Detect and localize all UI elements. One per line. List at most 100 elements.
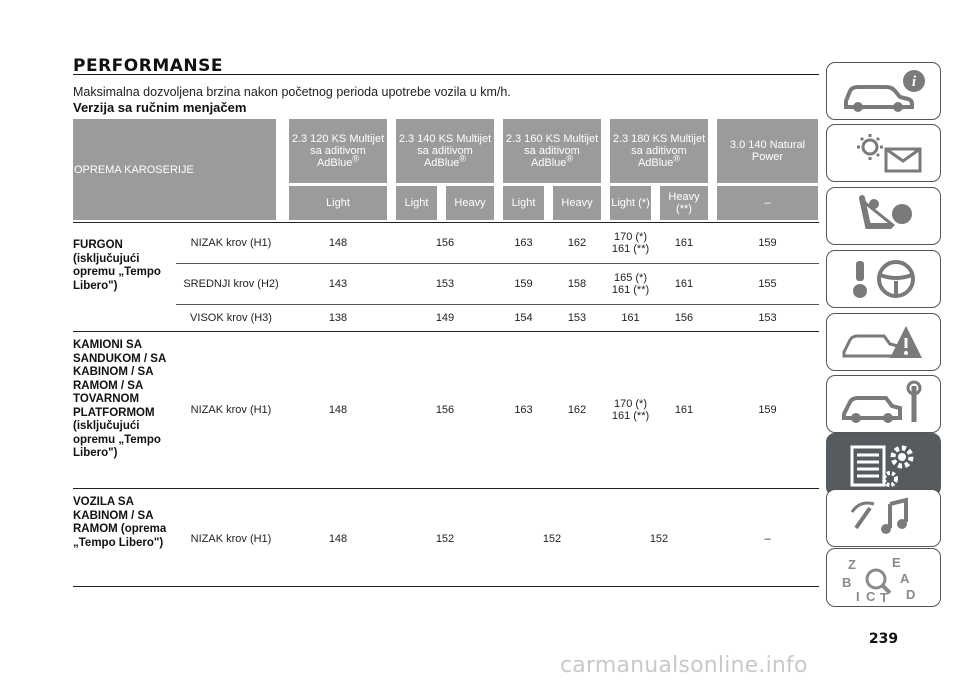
table-cell: 153 — [758, 312, 777, 324]
subheader-light: Light — [289, 186, 387, 220]
sidebar-tab-maintenance[interactable] — [826, 375, 941, 433]
engine-140-name: 2.3 140 KS Multijet sa aditivom AdBlue — [398, 133, 492, 169]
index-letter: D — [906, 587, 915, 602]
table-cell: 152 — [649, 533, 669, 545]
table-cell: 163 — [514, 404, 533, 416]
roof-type: SREDNJI krov (H2) — [183, 278, 279, 290]
group-label-cab-vehicles: VOZILA SA KABINOM / SA RAMOM (oprema „Te… — [73, 496, 167, 549]
page-number: 239 — [868, 631, 899, 647]
table-subtitle: Verzija sa ručnim menjačem — [73, 100, 247, 115]
subheader-light: Light — [396, 186, 437, 220]
table-cell: 161 — [674, 237, 694, 249]
index-letter: Z — [848, 557, 856, 572]
sidebar-tab-technical-data[interactable] — [826, 433, 941, 496]
header-engine-natural-power: 3.0 140 Natural Power — [717, 119, 818, 183]
group-label-trucks: KAMIONI SA SANDUKOM / SA KABINOM / SA RA… — [73, 339, 166, 459]
music-satellite-icon — [850, 497, 908, 534]
table-cell: 163 — [514, 237, 533, 249]
table-cell: 159 — [758, 404, 777, 416]
car-warning-icon — [842, 326, 922, 358]
table-cell: 153 — [435, 278, 455, 290]
header-engine-180: 2.3 180 KS Multijet sa aditivom AdBlue® — [610, 119, 708, 183]
row-divider — [176, 263, 819, 264]
header-divider — [73, 222, 819, 223]
car-wrench-icon — [841, 380, 921, 423]
section-title: PERFORMANSE — [73, 56, 223, 76]
registered-mark: ® — [673, 153, 681, 164]
table-cell: 162 — [567, 237, 587, 249]
sidebar-tab-dashboard[interactable]: i — [826, 62, 941, 120]
svg-text:i: i — [911, 74, 916, 90]
row-divider — [176, 304, 819, 305]
technical-data-gear-icon — [850, 445, 913, 487]
engine-160-name: 2.3 160 KS Multijet sa aditivom AdBlue — [505, 133, 599, 169]
subheader-heavy: Heavy — [553, 186, 601, 220]
registered-mark: ® — [352, 153, 360, 164]
airbag-seat-icon — [858, 195, 912, 229]
sidebar-tab-multimedia[interactable] — [826, 489, 941, 547]
subheader-heavy: Heavy — [446, 186, 494, 220]
registered-mark: ® — [459, 153, 467, 164]
table-cell: 156 — [435, 404, 455, 416]
index-letter: I — [856, 589, 860, 603]
roof-type: NIZAK krov (H1) — [190, 533, 272, 545]
table-cell: 170 (*) 161 (**) — [611, 231, 650, 255]
index-letter: E — [892, 555, 901, 570]
table-cell: 159 — [514, 278, 533, 290]
table-cell: 148 — [328, 237, 348, 249]
table-bottom-rule — [73, 586, 819, 587]
intro-text: Maksimalna dozvoljena brzina nakon počet… — [73, 85, 511, 99]
alphabet-index-icon: Z E B A D I C T — [842, 555, 915, 603]
index-letter: C — [866, 589, 876, 603]
table-cell: 149 — [435, 312, 455, 324]
table-cell: 138 — [328, 312, 348, 324]
table-cell: 148 — [328, 404, 348, 416]
table-cell: 161 — [674, 278, 694, 290]
group-divider — [73, 331, 819, 332]
roof-type: VISOK krov (H3) — [190, 312, 272, 324]
key-steering-icon — [852, 260, 915, 298]
table-cell: 161 — [621, 312, 640, 324]
table-cell: 152 — [542, 533, 562, 545]
table-cell: 170 (*) 161 (**) — [611, 398, 650, 422]
table-cell: 153 — [567, 312, 587, 324]
index-letter: B — [842, 575, 851, 590]
index-letter: A — [900, 571, 910, 586]
table-cell: 161 — [674, 404, 694, 416]
roof-type: NIZAK krov (H1) — [190, 404, 272, 416]
table-cell: 158 — [567, 278, 587, 290]
sidebar-tab-emergency[interactable] — [826, 313, 941, 371]
subheader-heavy-double-star: Heavy (**) — [660, 186, 708, 220]
table-cell: 154 — [514, 312, 533, 324]
watermark: carmanualsonline.info — [560, 653, 808, 678]
group-label-furgon: FURGON (isključujući opremu „Tempo Liber… — [73, 239, 161, 292]
title-divider — [73, 74, 819, 75]
table-cell: 143 — [328, 278, 348, 290]
engine-120-name: 2.3 120 KS Multijet sa aditivom AdBlue — [291, 133, 385, 169]
sidebar-tab-safety[interactable] — [826, 187, 941, 245]
engine-180-name: 2.3 180 KS Multijet sa aditivom AdBlue — [612, 133, 706, 169]
table-cell: 155 — [758, 278, 777, 290]
header-engine-120: 2.3 120 KS Multijet sa aditivom AdBlue® — [289, 119, 387, 183]
sidebar-tab-starting-driving[interactable] — [826, 250, 941, 308]
table-cell: 152 — [435, 533, 455, 545]
group-divider — [73, 488, 819, 489]
sidebar-tab-lights-warnings[interactable] — [826, 124, 941, 182]
roof-type: NIZAK krov (H1) — [190, 237, 272, 249]
index-letter: T — [880, 590, 888, 603]
subheader-dash: – — [717, 186, 818, 220]
registered-mark: ® — [566, 153, 574, 164]
table-cell: 156 — [674, 312, 694, 324]
lights-message-icon — [856, 134, 921, 173]
table-cell: – — [764, 533, 771, 545]
table-cell: 148 — [328, 533, 348, 545]
sidebar-tab-index[interactable]: Z E B A D I C T — [826, 548, 941, 607]
car-info-icon: i — [843, 70, 925, 112]
table-cell: 162 — [567, 404, 587, 416]
subheader-light-star: Light (*) — [610, 186, 651, 220]
table-cell: 165 (*) 161 (**) — [611, 272, 650, 296]
subheader-light: Light — [503, 186, 544, 220]
table-cell: 156 — [435, 237, 455, 249]
header-engine-160: 2.3 160 KS Multijet sa aditivom AdBlue® — [503, 119, 601, 183]
header-engine-140: 2.3 140 KS Multijet sa aditivom AdBlue® — [396, 119, 494, 183]
